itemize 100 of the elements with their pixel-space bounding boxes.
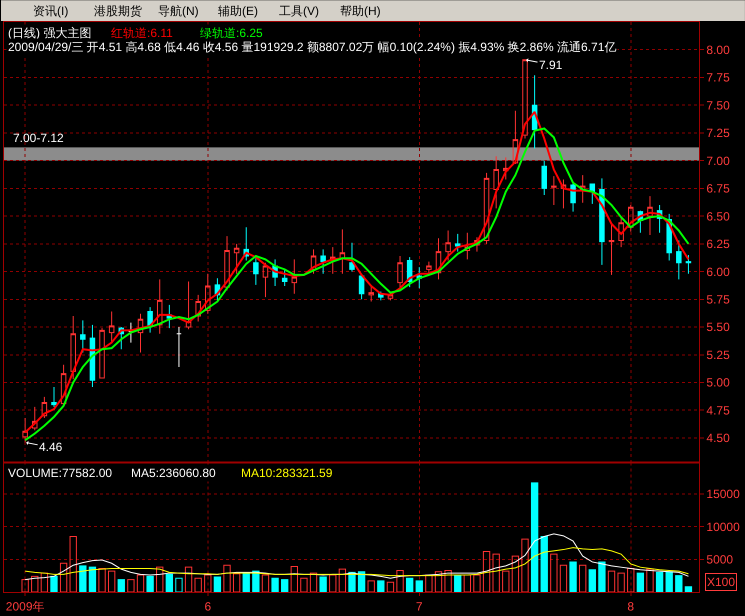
y-tick-label: 4.50 [706, 431, 730, 446]
candlestick [108, 311, 114, 344]
candlestick [628, 204, 634, 232]
bar [290, 566, 298, 592]
y-tick-label: 6.50 [706, 209, 730, 224]
candlestick [234, 243, 240, 274]
bar [166, 574, 174, 592]
candlestick [80, 320, 86, 354]
bar [281, 579, 288, 592]
bar [108, 570, 116, 592]
candlestick [474, 236, 480, 252]
bar [118, 579, 125, 592]
candlestick [253, 258, 259, 286]
bar [368, 580, 375, 592]
bar [175, 578, 183, 592]
bar [675, 575, 682, 592]
candlestick [618, 216, 624, 248]
candlestick [551, 176, 557, 206]
bar [127, 579, 135, 592]
candlestick [349, 242, 355, 272]
bar [656, 572, 664, 592]
bar [425, 574, 433, 592]
bar [146, 576, 154, 592]
candlestick [42, 396, 48, 418]
candlestick [99, 328, 105, 379]
bar [627, 568, 634, 592]
bar [156, 566, 164, 592]
candlestick [310, 248, 316, 274]
text: MA10:283321.59 [241, 466, 333, 480]
candlestick [580, 174, 586, 204]
bar [608, 570, 616, 592]
candlestick [445, 230, 451, 261]
candlestick [541, 160, 547, 196]
bar [646, 568, 654, 592]
bar [502, 570, 510, 592]
candlestick [560, 179, 566, 209]
candlestick [51, 386, 57, 408]
x-tick-label: 2009年 [6, 599, 44, 614]
bar [214, 576, 222, 592]
y-tick-label: 5.75 [706, 292, 730, 307]
candlestick [590, 183, 596, 204]
bar [521, 538, 529, 592]
bar [560, 564, 568, 592]
candlestick [330, 246, 336, 274]
text: 帮助(H) [340, 4, 381, 18]
y-tick-label: 15000 [706, 487, 740, 502]
bar [60, 562, 68, 592]
y-tick-label: 7.25 [706, 126, 730, 140]
y-tick-label: 6.00 [706, 264, 730, 279]
bar [204, 574, 212, 592]
candlestick [340, 228, 346, 274]
bar [416, 580, 423, 592]
bar [666, 571, 673, 592]
text: 导航(N) [158, 4, 199, 18]
text: 资讯(I) [33, 4, 68, 18]
bar [550, 554, 558, 592]
y-tick-label: 7.50 [706, 98, 730, 112]
bar [598, 561, 606, 592]
bar [464, 574, 472, 592]
y-tick-label: 5000 [706, 552, 734, 567]
bar [492, 554, 500, 592]
bar [540, 536, 548, 592]
candlestick [176, 326, 182, 368]
bar [684, 586, 692, 592]
y-tick-label: 4.75 [706, 403, 730, 418]
candlestick [156, 278, 162, 334]
candlestick [205, 273, 211, 314]
x-tick-label: 6 [204, 599, 212, 614]
text: 辅助(E) [218, 4, 258, 18]
y-tick-label: 6.75 [706, 182, 730, 196]
bar [617, 572, 625, 592]
bar [338, 568, 346, 592]
bar [482, 551, 490, 592]
candlestick [186, 281, 192, 330]
bar [512, 556, 520, 592]
candlestick [676, 240, 682, 280]
annotation: 4.46 [39, 440, 63, 454]
bar [252, 570, 260, 592]
candlestick [493, 156, 499, 209]
text: 2009/04/29/三 开4.51 高4.68 低4.46 收4.56 量191929.2 额8807.02万 幅0.10(2.24%) 振4.93% 换2.86% 流通6.71亿 [8, 40, 616, 54]
y-tick-label: 7.00 [706, 154, 730, 168]
candlestick [512, 110, 518, 164]
candlestick [647, 196, 653, 236]
candlestick [292, 258, 298, 294]
bar [31, 576, 38, 592]
bar [88, 566, 96, 592]
bar [21, 579, 29, 592]
candlestick [32, 406, 38, 431]
text: 红轨道:6.11 [111, 26, 174, 40]
candlestick [436, 238, 442, 280]
text: MA5:236060.80 [131, 466, 216, 480]
bar [454, 574, 462, 592]
bar [329, 574, 336, 592]
bar [319, 576, 327, 592]
candlestick [464, 232, 470, 260]
bar [98, 568, 106, 592]
candlestick [22, 418, 28, 443]
y-tick-label: 5.50 [706, 320, 730, 334]
bar [444, 570, 452, 592]
bar [50, 576, 58, 592]
